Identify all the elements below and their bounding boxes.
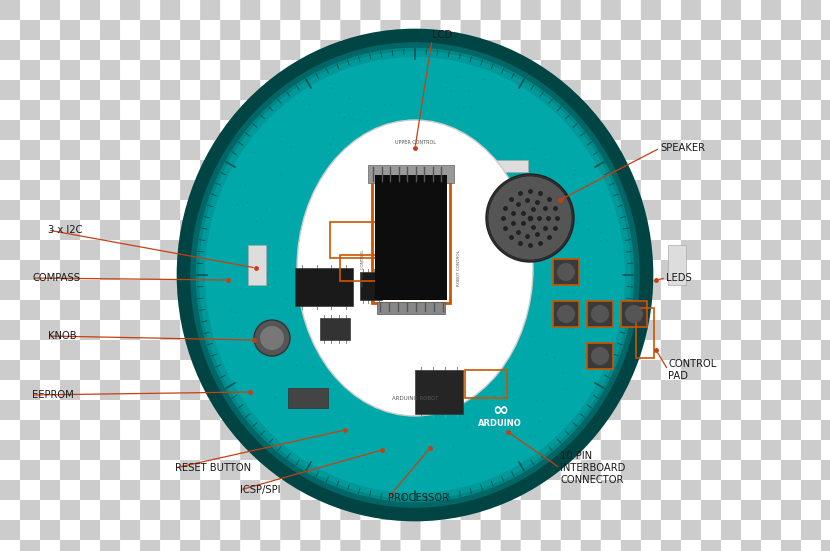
Bar xyxy=(490,160,528,172)
Text: LEDS: LEDS xyxy=(666,273,691,283)
Text: 3 x I2C: 3 x I2C xyxy=(48,225,82,235)
Text: UPPER CONTROL: UPPER CONTROL xyxy=(394,139,436,144)
Text: ARDUINO: ARDUINO xyxy=(478,419,522,429)
Bar xyxy=(335,200,347,212)
Text: 10 PIN
INTERBOARD
CONNECTOR: 10 PIN INTERBOARD CONNECTOR xyxy=(560,451,625,484)
Bar xyxy=(587,343,613,369)
Bar xyxy=(415,370,463,414)
Circle shape xyxy=(625,305,643,323)
Text: CONTROL
PAD: CONTROL PAD xyxy=(668,359,716,381)
Bar xyxy=(320,318,350,340)
Text: ROBOT CONTROL: ROBOT CONTROL xyxy=(457,250,461,286)
Circle shape xyxy=(557,263,575,281)
Text: RESET BUTTON: RESET BUTTON xyxy=(175,463,251,473)
Circle shape xyxy=(486,174,574,262)
Ellipse shape xyxy=(189,41,641,509)
Ellipse shape xyxy=(185,37,645,513)
Bar xyxy=(375,175,447,300)
Bar xyxy=(587,301,613,327)
Circle shape xyxy=(254,320,290,356)
Circle shape xyxy=(591,347,609,365)
Ellipse shape xyxy=(185,37,645,513)
Text: ICSP/SPI: ICSP/SPI xyxy=(240,485,281,495)
Bar xyxy=(621,301,647,327)
Bar xyxy=(553,259,579,285)
Bar xyxy=(465,370,507,398)
Bar xyxy=(248,245,266,285)
Bar xyxy=(295,268,353,306)
Bar xyxy=(668,245,686,285)
Bar xyxy=(368,165,454,183)
Bar xyxy=(636,308,654,358)
Circle shape xyxy=(260,326,284,350)
Circle shape xyxy=(591,305,609,323)
Text: ∞: ∞ xyxy=(492,401,508,419)
Ellipse shape xyxy=(205,57,625,493)
Text: ARDUINO ROBOT: ARDUINO ROBOT xyxy=(392,396,438,401)
Ellipse shape xyxy=(297,120,533,416)
Bar xyxy=(553,301,579,327)
Text: COMPASS: COMPASS xyxy=(32,273,80,283)
Bar xyxy=(360,272,382,300)
Bar xyxy=(372,172,450,303)
Text: KNOB: KNOB xyxy=(48,331,76,341)
Text: EEPROM: EEPROM xyxy=(32,390,74,400)
Bar xyxy=(288,388,328,408)
Bar xyxy=(340,255,378,281)
Bar xyxy=(480,200,492,212)
Ellipse shape xyxy=(193,45,637,505)
Circle shape xyxy=(557,305,575,323)
Bar xyxy=(377,302,445,314)
Ellipse shape xyxy=(199,51,631,499)
Text: MOTOR CONTROL: MOTOR CONTROL xyxy=(361,250,365,287)
Text: SPEAKER: SPEAKER xyxy=(660,143,705,153)
Bar xyxy=(330,222,382,258)
Text: PROCESSOR: PROCESSOR xyxy=(388,493,449,503)
Text: LCD: LCD xyxy=(432,30,452,40)
Circle shape xyxy=(488,176,572,260)
